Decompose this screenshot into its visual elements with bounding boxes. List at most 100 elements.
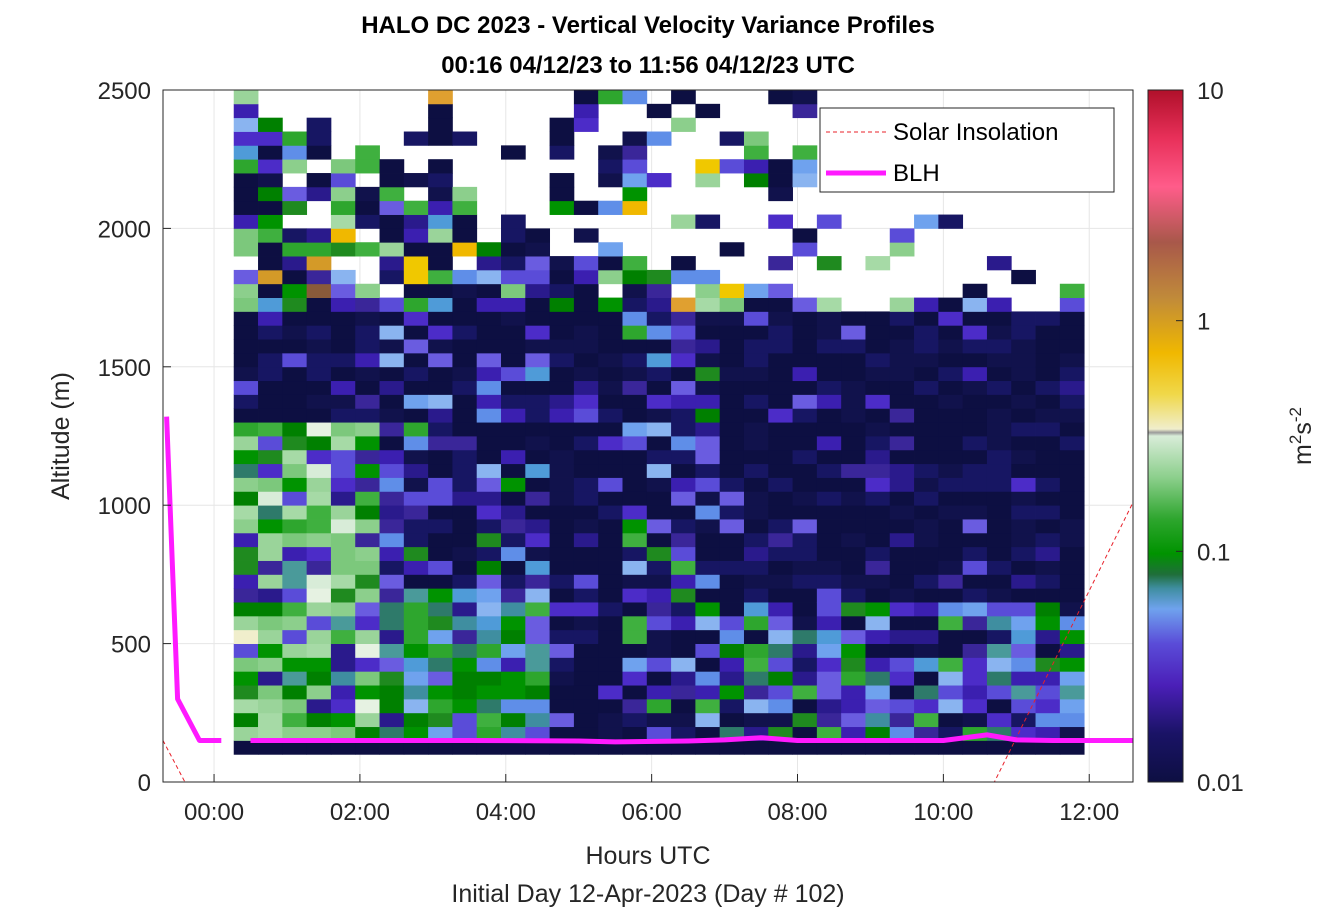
- heatmap-cell: [622, 159, 648, 174]
- heatmap-cell: [841, 422, 866, 437]
- heatmap-cell: [1011, 712, 1036, 728]
- heatmap-cell: [719, 519, 745, 534]
- heatmap-cell: [889, 463, 915, 478]
- heatmap-cell: [962, 532, 988, 548]
- heatmap-cell: [549, 602, 575, 617]
- heatmap-cell: [743, 449, 769, 465]
- heatmap-cell: [743, 560, 769, 575]
- heatmap-cell: [1011, 366, 1036, 382]
- heatmap-cell: [428, 712, 453, 728]
- heatmap-cell: [889, 588, 915, 603]
- heatmap-cell: [573, 256, 599, 271]
- heatmap-cell: [549, 477, 575, 492]
- heatmap-cell: [695, 408, 721, 423]
- heatmap-cell: [622, 366, 648, 382]
- heatmap-cell: [671, 560, 696, 575]
- heatmap-cell: [671, 546, 696, 561]
- heatmap-cell: [549, 560, 575, 575]
- heatmap-cell: [743, 463, 769, 478]
- heatmap-cell: [622, 712, 648, 728]
- heatmap-cell: [622, 657, 648, 672]
- heatmap-cell: [792, 477, 818, 492]
- heatmap-cell: [1035, 560, 1061, 575]
- heatmap-cell: [379, 685, 405, 700]
- heatmap-cell: [330, 159, 356, 174]
- heatmap-cell: [330, 449, 356, 465]
- heatmap-cell: [792, 602, 818, 617]
- heatmap-cell: [549, 117, 575, 132]
- heatmap-cell: [743, 615, 769, 631]
- heatmap-cell: [889, 602, 915, 617]
- heatmap-cell: [962, 629, 988, 644]
- heatmap-cell: [962, 491, 988, 506]
- heatmap-cell: [282, 463, 308, 478]
- heatmap-cell: [452, 532, 478, 548]
- heatmap-cell: [525, 311, 551, 326]
- heatmap-cell: [452, 297, 478, 312]
- heatmap-cell: [379, 159, 405, 174]
- heatmap-cell: [355, 491, 380, 506]
- heatmap-cell: [355, 560, 380, 575]
- heatmap-cell: [816, 339, 842, 354]
- heatmap-cell: [403, 560, 429, 575]
- heatmap-cell: [598, 588, 623, 603]
- heatmap-cell: [671, 477, 696, 492]
- heatmap-cell: [986, 422, 1012, 437]
- heatmap-cell: [476, 311, 502, 326]
- heatmap-cell: [525, 477, 551, 492]
- heatmap-cell: [573, 228, 599, 243]
- heatmap-cell: [719, 505, 745, 520]
- heatmap-cell: [403, 228, 429, 243]
- heatmap-cell: [792, 532, 818, 548]
- heatmap-cell: [646, 283, 672, 298]
- heatmap-cell: [355, 380, 380, 395]
- heatmap-cell: [233, 505, 259, 520]
- heatmap-cell: [598, 698, 623, 714]
- heatmap-cell: [889, 615, 915, 631]
- heatmap-cell: [768, 173, 793, 188]
- heatmap-cell: [573, 698, 599, 714]
- heatmap-cell: [233, 90, 259, 105]
- heatmap-cell: [646, 491, 672, 506]
- heatmap-cell: [355, 546, 380, 561]
- heatmap-cell: [258, 408, 283, 423]
- heatmap-cell: [622, 588, 648, 603]
- heatmap-cell: [355, 325, 380, 340]
- heatmap-cell: [962, 602, 988, 617]
- heatmap-cell: [233, 643, 259, 658]
- heatmap-cell: [501, 339, 526, 354]
- heatmap-cell: [452, 657, 478, 672]
- heatmap-cell: [622, 297, 648, 312]
- heatmap-cell: [841, 726, 866, 741]
- heatmap-cell: [889, 629, 915, 644]
- heatmap-cell: [598, 505, 623, 520]
- heatmap-cell: [501, 352, 526, 368]
- heatmap-cell: [1011, 449, 1036, 465]
- heatmap-cell: [1011, 339, 1036, 354]
- heatmap-cell: [452, 643, 478, 658]
- heatmap-cell: [938, 477, 964, 492]
- heatmap-cell: [889, 436, 915, 451]
- heatmap-cell: [306, 117, 332, 132]
- heatmap-cell: [598, 256, 623, 271]
- heatmap-cell: [889, 380, 915, 395]
- heatmap-cell: [889, 242, 915, 257]
- heatmap-cell: [914, 422, 939, 437]
- heatmap-cell: [719, 574, 745, 589]
- heatmap-cell: [330, 560, 356, 575]
- heatmap-cell: [525, 380, 551, 395]
- x-tick-label: 00:00: [184, 799, 244, 826]
- heatmap-cell: [428, 256, 453, 271]
- heatmap-cell: [889, 491, 915, 506]
- heatmap-cell: [306, 602, 332, 617]
- heatmap-cell: [1059, 574, 1085, 589]
- heatmap-cell: [1035, 615, 1061, 631]
- y-axis-label: Altitude (m): [47, 372, 75, 500]
- heatmap-cell: [355, 297, 380, 312]
- heatmap-cell: [428, 297, 453, 312]
- heatmap-cell: [573, 491, 599, 506]
- heatmap-cell: [355, 505, 380, 520]
- heatmap-cell: [403, 297, 429, 312]
- heatmap-cell: [792, 491, 818, 506]
